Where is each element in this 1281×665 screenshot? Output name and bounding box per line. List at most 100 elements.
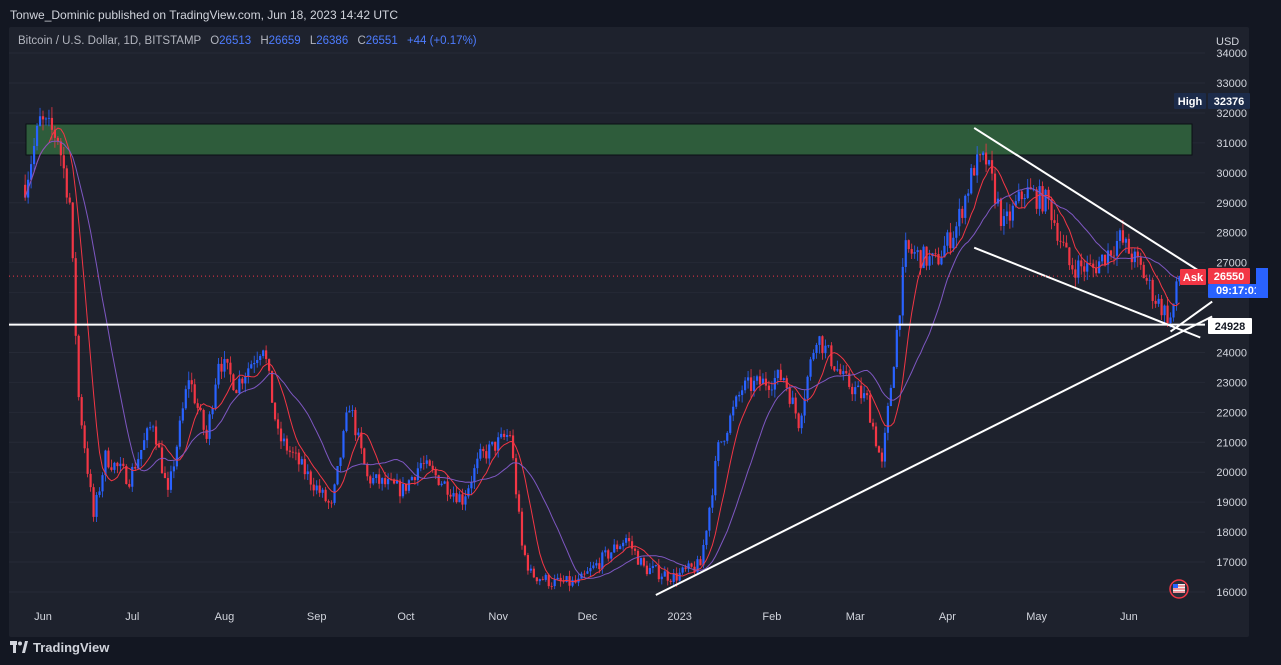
candle-body [104,450,107,476]
candle-body [616,544,619,550]
price-tick-label: 27000 [1216,258,1247,270]
candle-body [770,389,773,391]
candle-body [589,568,592,572]
high-label: H [260,35,269,47]
candle-body [711,495,714,508]
candle-body [562,581,565,583]
candle-body [137,459,140,469]
candle-body [157,444,161,448]
candle-body [345,412,348,432]
candle-body [764,378,768,386]
candle-body [294,452,297,454]
candle-body [401,484,405,497]
trendline [973,246,1201,339]
candle-body [1014,201,1017,206]
candle-body [35,125,39,146]
candle-body [669,580,672,583]
candle-body [550,586,553,587]
candle-body [175,446,178,467]
candle-body [833,366,836,371]
change-value: +44 (+0.17%) [406,35,477,47]
candle-body [339,457,342,466]
candle-body [265,350,268,360]
candle-body [440,483,443,486]
countdown-timer: 09:17:01 [1216,285,1260,297]
candle-body [583,573,586,575]
time-tick-label: Aug [215,611,235,623]
candle-body [827,345,830,347]
candle-body [268,359,271,371]
candle-body [1133,251,1136,263]
candle-body [604,550,607,553]
candle-body [913,252,916,254]
time-tick-label: Nov [488,611,508,623]
candle-body [321,489,324,493]
candle-body [544,574,547,580]
candle-body [244,376,247,384]
candle-body [410,477,413,481]
candle-body [797,413,800,429]
candle-body [559,577,562,582]
candle-body [86,448,89,474]
level-price-label: 24928 [1215,321,1246,333]
candle-body [50,117,54,130]
candle-body [979,154,982,156]
candle-body [306,471,309,475]
candle-body [1008,211,1011,221]
candle-body [987,160,991,165]
candle-body [285,438,289,451]
candle-body [196,403,199,408]
ask-label-bg [1180,269,1206,285]
candle-body [815,344,818,353]
candle-body [696,559,699,573]
candle-body [125,465,128,484]
candle-body [958,208,961,227]
candle-body [107,450,110,468]
candle-body [1077,260,1080,278]
candle-body [1145,278,1148,281]
candle-body [464,496,467,505]
candle-body [428,460,431,466]
candle-body [369,476,372,484]
candle-body [360,432,363,449]
price-tick-label: 31000 [1216,138,1247,150]
time-tick-label: Jun [34,611,52,623]
tradingview-brand[interactable]: TradingView [10,640,109,655]
candle-body [1124,238,1127,243]
candle-body [184,389,187,409]
candle-body [95,494,98,517]
candle-body [860,385,863,399]
candle-body [1047,189,1050,200]
candle-body [514,458,518,495]
candle-body [961,208,964,218]
candle-body [984,152,988,165]
candle-body [381,478,384,484]
moving-average-slow [24,140,1180,579]
candle-body [538,579,541,582]
candle-body [598,563,601,570]
candle-body [520,511,524,546]
candle-body [288,450,292,452]
candle-body [101,475,104,492]
candle-body [818,336,821,345]
trendline [973,127,1201,273]
candle-body [187,380,190,390]
price-tick-label: 24000 [1216,347,1247,359]
candle-body [452,493,455,497]
ask-value: 26550 [1214,271,1245,283]
candle-body [699,559,702,566]
candle-body [684,567,687,569]
candle-body [235,390,238,394]
high-label-bg [1174,93,1206,109]
candle-body [761,378,765,385]
candle-body [151,426,155,428]
candle-body [140,449,143,460]
candle-body [62,155,65,169]
candle-body [1035,189,1038,209]
candle-body [1011,205,1014,221]
candle-body [785,378,788,388]
candle-body [1059,240,1062,242]
candle-body [223,359,226,372]
candle-body [53,129,56,138]
